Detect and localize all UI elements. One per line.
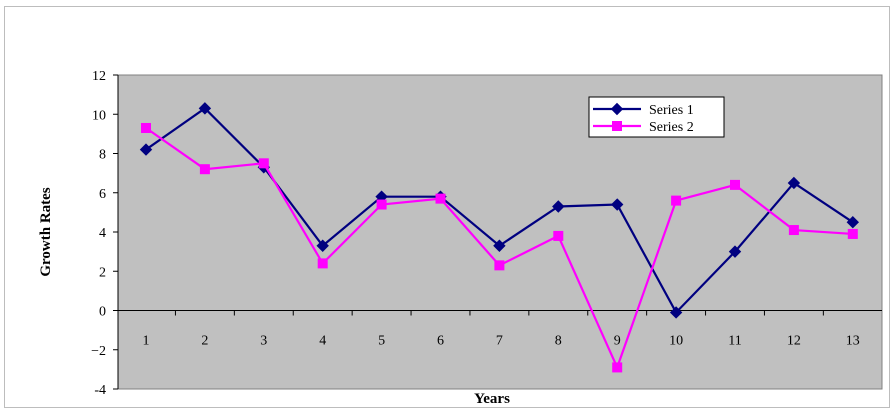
x-tick-label: 13	[846, 334, 860, 349]
data-point	[258, 158, 269, 169]
x-axis-label: Years	[474, 391, 510, 407]
series-1	[139, 102, 860, 319]
data-point	[435, 193, 446, 204]
data-point	[730, 179, 740, 190]
y-tick-label: 4	[99, 226, 106, 241]
y-axis-label: Growth Rates	[38, 187, 54, 276]
data-point	[376, 199, 387, 210]
data-point	[198, 102, 212, 115]
x-tick-label: 10	[669, 334, 683, 349]
data-point	[552, 200, 565, 213]
x-tick-label: 7	[496, 334, 503, 349]
y-axis: -4 −2 0 2 4 6 8 10 12	[91, 69, 119, 398]
data-point	[316, 239, 329, 252]
legend-marker	[610, 102, 624, 116]
y-tick-label: 10	[92, 108, 106, 123]
x-tick-label: 3	[260, 334, 267, 349]
y-tick-label: -4	[94, 383, 106, 398]
legend-marker	[612, 121, 622, 131]
data-point	[494, 260, 505, 271]
data-point	[199, 164, 210, 175]
data-point	[317, 258, 328, 269]
data-point	[139, 143, 153, 156]
data-point	[612, 362, 623, 373]
data-point	[669, 306, 683, 319]
x-tick-label: 11	[728, 334, 741, 349]
y-tick-label: 2	[99, 265, 106, 280]
data-point	[493, 239, 506, 252]
data-point	[846, 215, 860, 229]
legend-item-1: Series 1	[593, 102, 694, 118]
data-point	[610, 198, 624, 211]
x-tick-label: 1	[143, 334, 150, 349]
legend-label: Series 2	[649, 120, 694, 135]
y-tick-label: 12	[92, 69, 106, 84]
data-point	[788, 225, 799, 236]
x-tick-label: 5	[378, 334, 385, 349]
y-tick-label: 8	[99, 148, 106, 163]
x-tick-label: 4	[319, 334, 326, 349]
legend-item-2: Series 2	[593, 120, 694, 135]
data-point	[553, 230, 564, 241]
data-point	[671, 195, 682, 206]
x-tick-label: 12	[787, 334, 801, 349]
series-2	[141, 122, 858, 373]
x-tick-label: 6	[437, 334, 444, 349]
series-layer	[139, 102, 860, 373]
x-tick-label: 8	[555, 334, 562, 349]
x-tick-label: 2	[201, 334, 208, 349]
x-axis: 1 2 3 4 5 6 7 8 9 10 11 12 13	[143, 310, 860, 349]
y-tick-label: 0	[99, 305, 106, 320]
x-tick-label: 9	[614, 334, 621, 349]
data-point	[787, 176, 801, 190]
y-tick-label: −2	[91, 344, 106, 359]
y-tick-label: 6	[99, 187, 106, 202]
legend-box	[588, 96, 725, 138]
data-point	[728, 245, 742, 258]
legend: Series 1 Series 2	[588, 96, 725, 138]
data-point	[141, 122, 151, 133]
plot-area	[117, 74, 883, 390]
legend-label: Series 1	[649, 103, 694, 118]
data-point	[847, 228, 858, 239]
